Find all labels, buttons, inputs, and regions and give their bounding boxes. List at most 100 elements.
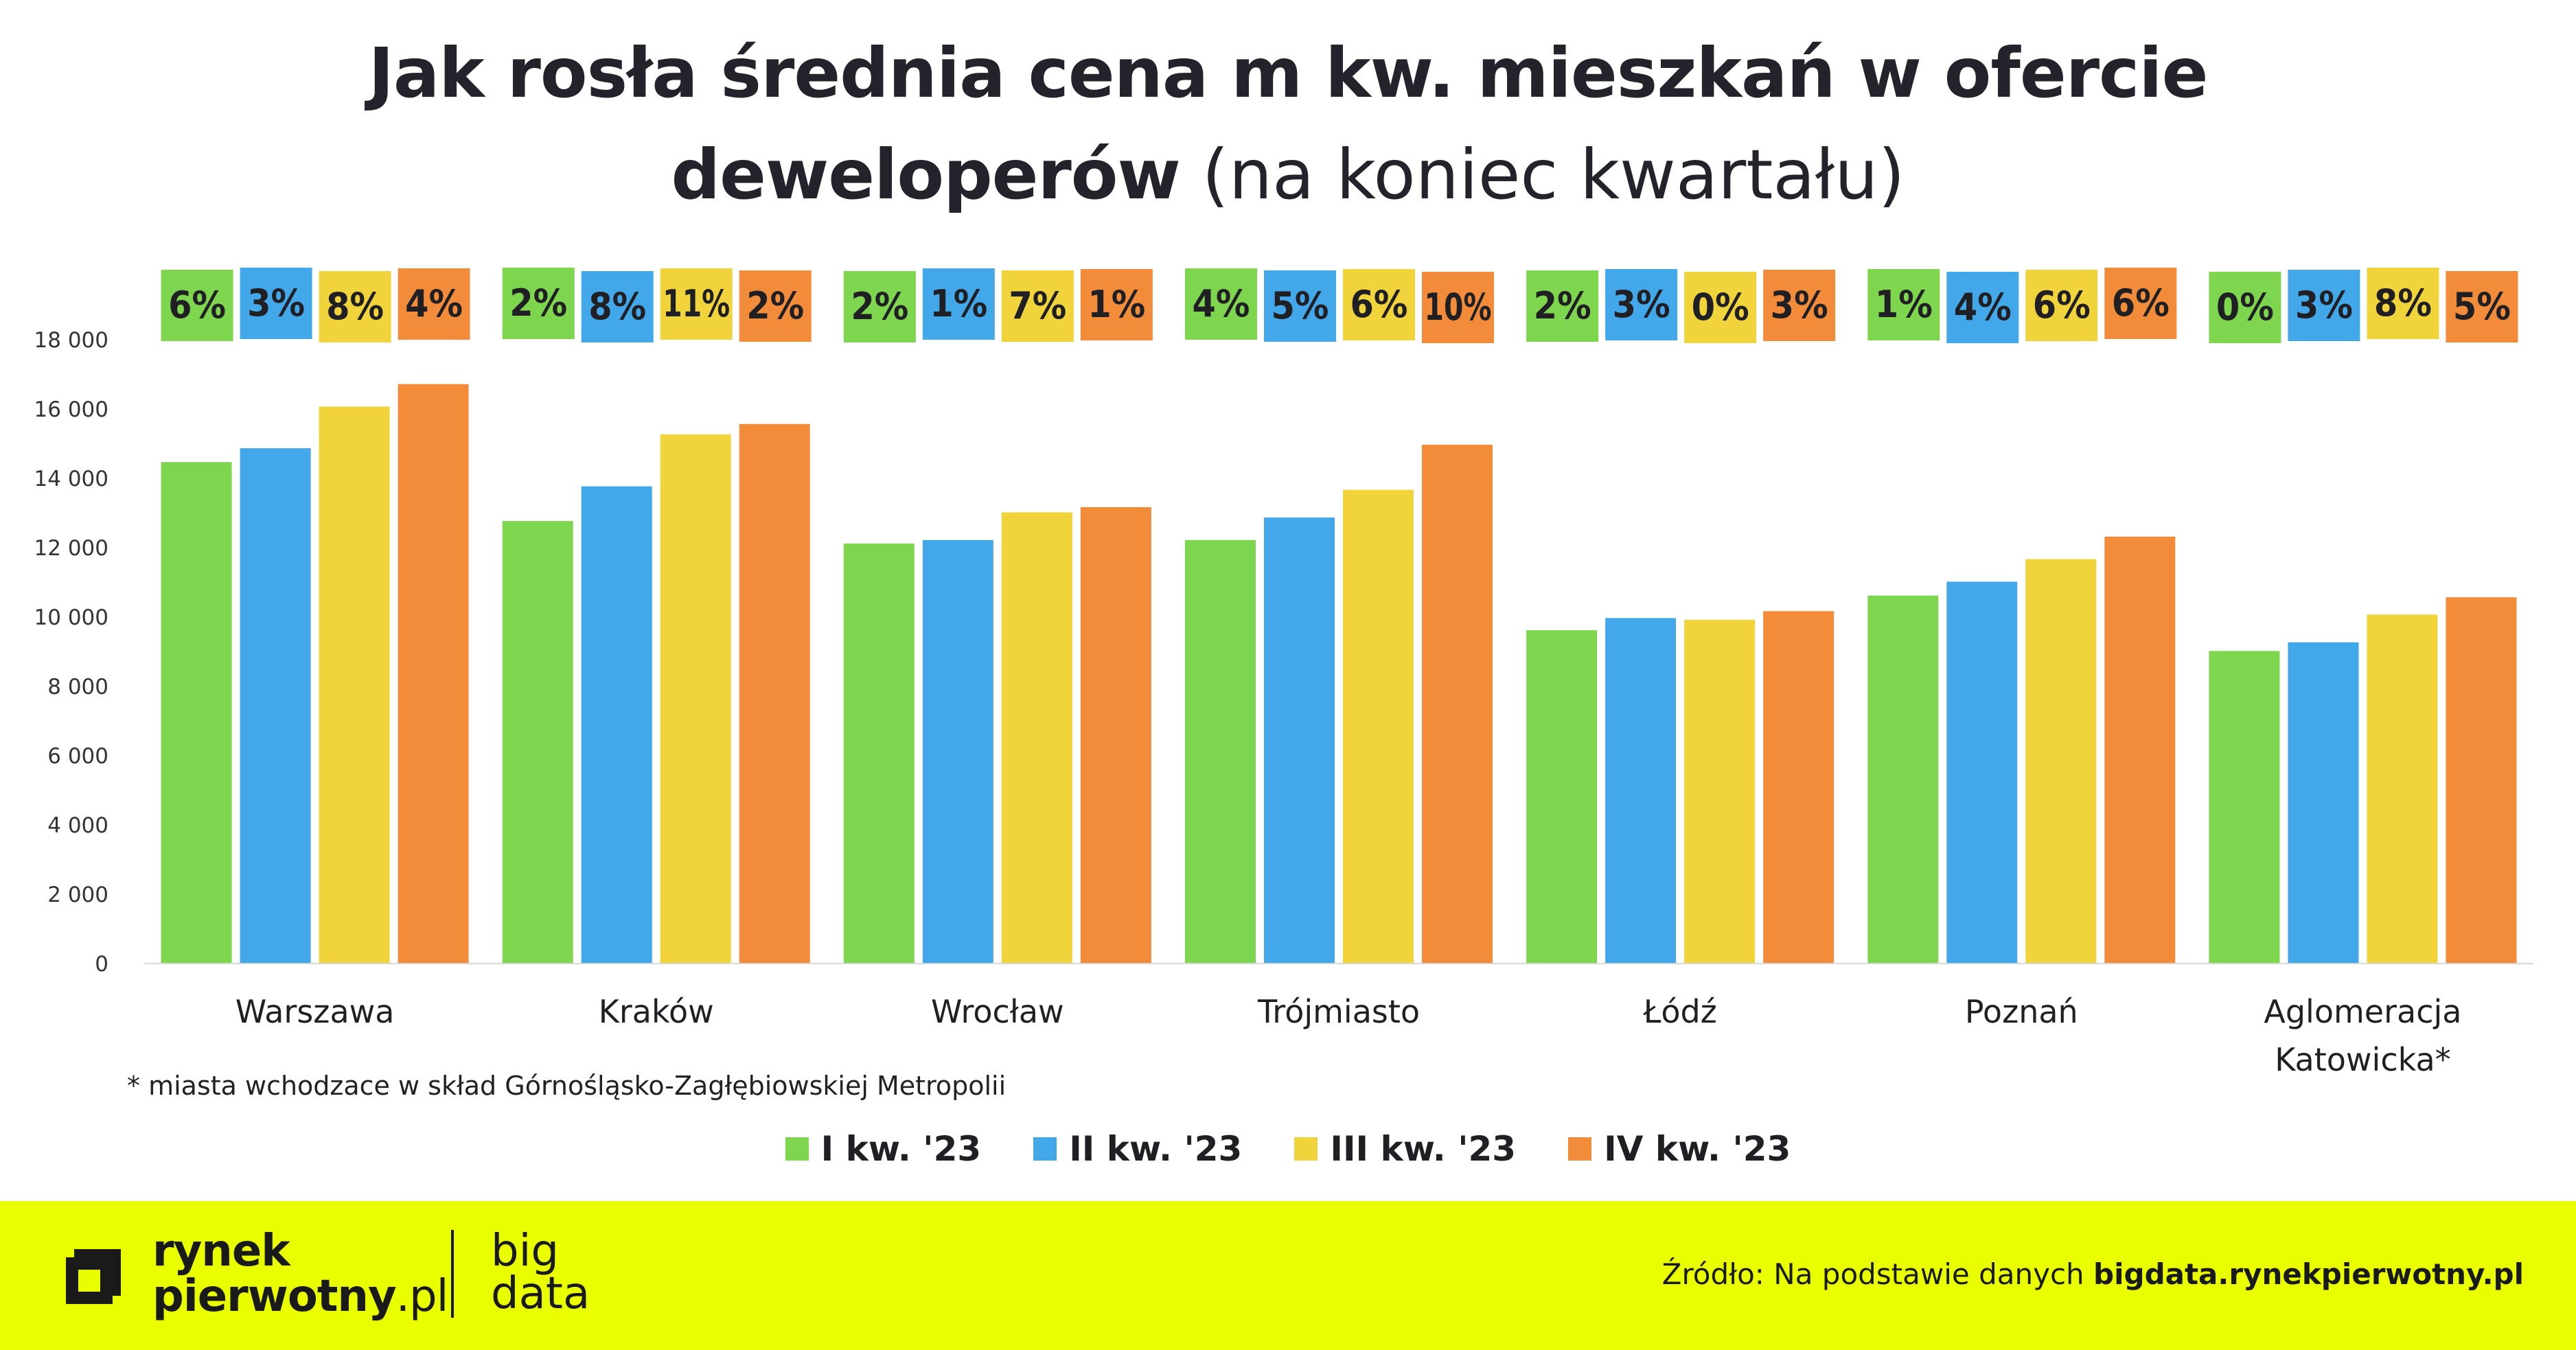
change-badge bbox=[739, 270, 812, 342]
logo-line2-bold: pierwotny bbox=[152, 1271, 397, 1322]
change-badge bbox=[1946, 272, 2019, 343]
change-label: 2% bbox=[851, 285, 908, 328]
legend-item: I kw. '23 bbox=[785, 1129, 982, 1169]
change-badge bbox=[660, 268, 733, 340]
x-tick-label: Aglomeracja bbox=[2264, 993, 2461, 1030]
bar bbox=[161, 462, 232, 963]
change-label: 0% bbox=[2216, 286, 2274, 329]
legend-swatch bbox=[785, 1137, 809, 1161]
legend-label: II kw. '23 bbox=[1069, 1129, 1243, 1169]
bar bbox=[240, 448, 311, 963]
change-label: 11% bbox=[663, 282, 730, 325]
change-badge bbox=[2367, 268, 2439, 339]
bar bbox=[660, 434, 731, 963]
bar bbox=[1763, 611, 1835, 963]
change-badge bbox=[2104, 268, 2177, 339]
legend: I kw. '23 II kw. '23 III kw. '23 IV kw. '23 bbox=[0, 1129, 2576, 1169]
bar bbox=[502, 521, 573, 963]
bar bbox=[319, 406, 390, 963]
y-tick-label: 10 000 bbox=[34, 605, 108, 630]
legend-swatch bbox=[1294, 1137, 1318, 1161]
y-tick-label: 12 000 bbox=[34, 536, 108, 561]
logo-line2: pierwotny.pl bbox=[152, 1274, 448, 1319]
bar-chart: 0 2 000 4 000 6 000 8 000 10 000 12 000 14 000 1… bbox=[34, 268, 2533, 1078]
chart-title-line2: deweloperów (na koniec kwartału) bbox=[0, 135, 2576, 215]
bigdata-line2: data bbox=[491, 1268, 590, 1319]
change-label: 4% bbox=[1193, 282, 1250, 325]
change-label: 1% bbox=[1875, 283, 1933, 326]
chart-subtitle: (na koniec kwartału) bbox=[1201, 135, 1905, 215]
bar bbox=[1605, 618, 1677, 963]
y-tick-label: 4 000 bbox=[47, 813, 108, 838]
change-label: 1% bbox=[1088, 283, 1145, 326]
change-label: 8% bbox=[326, 285, 384, 328]
source-link-text: bigdata.rynekpierwotny.pl bbox=[2093, 1257, 2524, 1291]
footnote: * miasta wchodzace w skład Górnośląsko-Z… bbox=[127, 1071, 1007, 1101]
change-label: 3% bbox=[1613, 283, 1670, 326]
bar bbox=[1343, 489, 1414, 963]
source-note: Źródło: Na podstawie danych bigdata.ryne… bbox=[1662, 1257, 2524, 1291]
bar bbox=[2288, 642, 2359, 963]
change-label: 2% bbox=[746, 284, 804, 327]
legend-label: III kw. '23 bbox=[1330, 1129, 1517, 1169]
change-badge bbox=[1422, 272, 1494, 343]
change-label: 5% bbox=[1272, 284, 1329, 327]
bar bbox=[1080, 507, 1151, 963]
x-tick-label: Poznań bbox=[1965, 993, 2078, 1030]
change-badge bbox=[922, 268, 995, 340]
x-tick-label: Kraków bbox=[599, 993, 714, 1030]
x-tick-label: Warszawa bbox=[235, 993, 395, 1030]
change-badge bbox=[843, 271, 916, 342]
bar bbox=[1422, 445, 1493, 963]
change-badge bbox=[1343, 269, 1415, 340]
change-label: 1% bbox=[930, 282, 987, 325]
y-tick-label: 16 000 bbox=[34, 397, 108, 422]
bar bbox=[1526, 630, 1598, 963]
y-tick-label: 6 000 bbox=[47, 744, 108, 769]
change-label: 6% bbox=[2112, 281, 2170, 325]
change-label: 6% bbox=[168, 283, 226, 327]
legend-item: IV kw. '23 bbox=[1568, 1129, 1791, 1169]
change-badge bbox=[161, 270, 233, 341]
change-label: 3% bbox=[2295, 283, 2353, 327]
change-label: 5% bbox=[2453, 285, 2511, 328]
y-tick-label: 0 bbox=[95, 952, 108, 977]
logo-divider bbox=[451, 1230, 454, 1318]
change-badge bbox=[502, 268, 575, 339]
change-badge bbox=[1763, 270, 1836, 341]
change-label: 6% bbox=[2033, 283, 2091, 327]
change-label: 2% bbox=[509, 281, 567, 325]
x-tick-label: Katowicka* bbox=[2275, 1041, 2450, 1078]
bar bbox=[1684, 620, 1756, 963]
change-badge bbox=[319, 271, 391, 342]
bar bbox=[1185, 539, 1256, 963]
bar bbox=[1001, 512, 1072, 963]
change-label: 4% bbox=[405, 282, 463, 325]
x-tick-label: Łódź bbox=[1642, 993, 1716, 1030]
footer-bar: rynek pierwotny.pl big data Źródło: Na p… bbox=[0, 1201, 2576, 1350]
change-label: 0% bbox=[1692, 286, 1749, 329]
bar bbox=[1946, 581, 2018, 963]
change-badge bbox=[1264, 270, 1336, 342]
bar bbox=[398, 384, 469, 963]
change-badge bbox=[1684, 272, 1757, 343]
legend-item: III kw. '23 bbox=[1294, 1129, 1516, 1169]
legend-item: II kw. '23 bbox=[1033, 1129, 1242, 1169]
legend-label: I kw. '23 bbox=[820, 1129, 982, 1169]
change-label: 8% bbox=[2374, 281, 2432, 325]
bar bbox=[739, 423, 810, 963]
change-badge bbox=[1526, 270, 1599, 342]
legend-label: IV kw. '23 bbox=[1604, 1129, 1791, 1169]
change-badge bbox=[2288, 270, 2360, 341]
bar bbox=[1264, 517, 1335, 963]
change-label: 7% bbox=[1009, 284, 1066, 327]
change-label: 4% bbox=[1954, 286, 2012, 329]
bar bbox=[922, 539, 993, 963]
bar bbox=[2104, 536, 2176, 963]
y-tick-label: 8 000 bbox=[47, 675, 108, 699]
change-label: 8% bbox=[588, 285, 646, 328]
bigdata-logo: big data bbox=[491, 1226, 590, 1319]
source-prefix: Źródło: Na podstawie danych bbox=[1661, 1257, 2084, 1291]
bigdata-line1: big bbox=[491, 1226, 560, 1277]
